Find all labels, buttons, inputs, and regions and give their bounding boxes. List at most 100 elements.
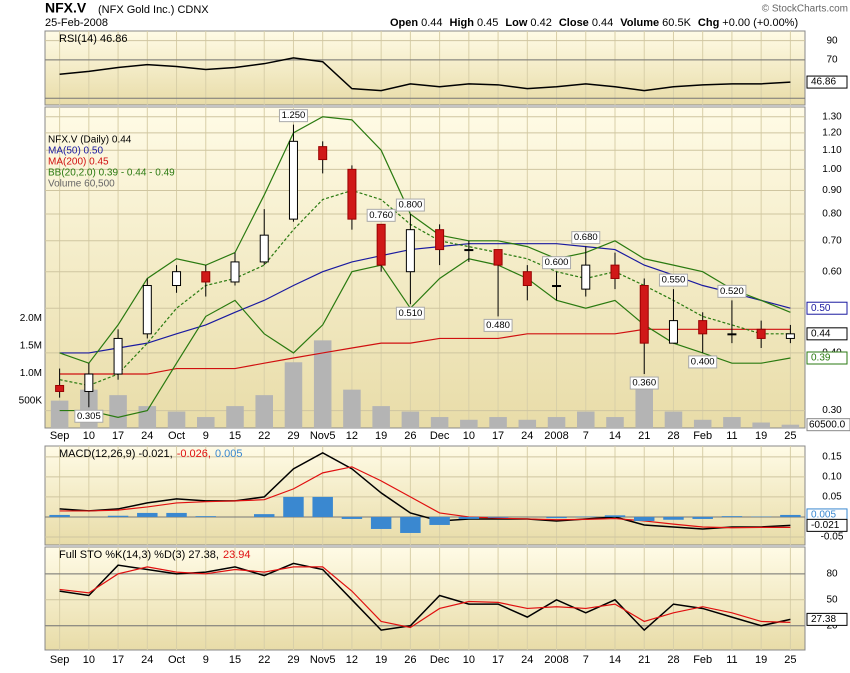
histogram-bar — [546, 517, 566, 518]
end-label: 46.86 — [811, 77, 836, 88]
volume-bar — [51, 401, 69, 428]
candle-body — [465, 250, 473, 251]
x-tick-label: 25 — [784, 654, 796, 666]
y-tick-label: 0.30 — [822, 405, 842, 416]
volume-tick-label: 2.0M — [20, 313, 42, 324]
volume-bar — [577, 412, 595, 428]
candle-body — [143, 286, 151, 334]
histogram-bar — [137, 513, 157, 517]
candle-body — [56, 385, 64, 391]
y-tick-label: 0.15 — [822, 451, 842, 462]
quote-label: Open — [390, 17, 418, 29]
annotation: 0.800 — [398, 200, 422, 211]
histogram-bar — [459, 517, 479, 519]
end-label: 0.39 — [811, 353, 831, 364]
end-label: 60500.0 — [809, 419, 846, 430]
x-tick-label: 28 — [667, 654, 679, 666]
x-tick-label: 11 — [726, 654, 737, 666]
y-tick-label: 0.60 — [822, 266, 842, 277]
x-tick-label: 10 — [463, 430, 475, 442]
y-tick-label: 1.00 — [822, 164, 842, 175]
quote-value: 0.44 — [592, 17, 613, 29]
x-tick-label: 19 — [755, 654, 767, 666]
x-tick-label: 15 — [229, 430, 241, 442]
volume-tick-label: 500K — [19, 395, 43, 406]
annotation: 0.760 — [369, 210, 393, 221]
annotation: 0.510 — [398, 308, 422, 319]
x-tick-label: 24 — [521, 654, 533, 666]
annotation: 0.360 — [632, 378, 656, 389]
histogram-bar — [429, 517, 449, 525]
quote-value: 0.44 — [421, 17, 442, 29]
volume-bar — [372, 406, 390, 428]
y-tick-label: 90 — [826, 35, 838, 46]
candle-body — [319, 147, 327, 160]
volume-bar — [255, 395, 273, 428]
candle-body — [669, 321, 677, 344]
histogram-bar — [663, 517, 683, 520]
candle-body — [786, 334, 794, 339]
histogram-bar — [400, 517, 420, 533]
candle-body — [406, 230, 414, 272]
histogram-bar — [371, 517, 391, 529]
histogram-bar — [254, 514, 274, 517]
histogram-bar — [166, 513, 186, 517]
histogram-bar — [49, 515, 69, 517]
end-label: 27.38 — [811, 614, 836, 625]
y-tick-label: 0.05 — [822, 492, 842, 503]
x-tick-label: 17 — [492, 430, 504, 442]
x-tick-label: Feb — [693, 430, 712, 442]
quote-value: 60.5K — [662, 17, 691, 29]
y-tick-label: -0.05 — [821, 532, 844, 543]
annotation: 0.600 — [545, 257, 569, 268]
x-tick-label: 19 — [375, 654, 387, 666]
x-tick-label: 26 — [404, 654, 416, 666]
quote-value: 0.42 — [530, 17, 551, 29]
legend-entry: 23.94 — [223, 549, 251, 561]
panel — [45, 107, 805, 428]
panel — [45, 31, 805, 105]
candle-body — [640, 286, 648, 344]
candle-body — [699, 321, 707, 334]
legend-entry: 0.005 — [215, 448, 243, 460]
annotation: 0.400 — [691, 356, 715, 367]
histogram-bar — [722, 516, 742, 517]
volume-tick-label: 1.0M — [20, 368, 42, 379]
candle-body — [494, 250, 502, 266]
candle-body — [85, 374, 93, 391]
legend-entry: RSI(14) 46.86 — [59, 33, 127, 45]
legend-entry: -0.026, — [177, 448, 211, 460]
candle-body — [523, 272, 531, 286]
quote-value: 0.45 — [477, 17, 498, 29]
candle-body — [114, 338, 122, 374]
candle-body — [553, 286, 561, 287]
volume-bar — [548, 417, 566, 428]
y-tick-label: 0.10 — [822, 472, 842, 483]
x-tick-label: 7 — [583, 654, 589, 666]
volume-bar — [782, 425, 800, 428]
x-tick-label: 12 — [346, 430, 358, 442]
candle-body — [202, 272, 210, 282]
y-tick-label: 1.20 — [822, 127, 842, 138]
panel — [45, 446, 805, 545]
legend-entry: BB(20,2.0) 0.39 - 0.44 - 0.49 — [48, 168, 175, 179]
annotation: 1.250 — [282, 110, 306, 121]
histogram-bar — [605, 515, 625, 517]
quote-label: Close — [559, 17, 589, 29]
x-tick-label: 24 — [141, 654, 153, 666]
quote-label: Low — [505, 17, 527, 29]
volume-tick-label: 1.5M — [20, 340, 42, 351]
histogram-bar — [108, 516, 128, 517]
symbol: NFX.V — [45, 0, 87, 16]
volume-bar — [431, 417, 449, 428]
x-tick-label: Oct — [168, 430, 185, 442]
end-label: 0.44 — [811, 328, 831, 339]
histogram-bar — [342, 517, 362, 519]
y-tick-label: 1.30 — [822, 111, 842, 122]
panel — [45, 547, 805, 650]
x-tick-label: 22 — [258, 654, 270, 666]
x-tick-label: 2008 — [544, 654, 568, 666]
x-tick-label: 28 — [667, 430, 679, 442]
volume-bar — [723, 417, 741, 428]
histogram-bar — [780, 515, 800, 517]
